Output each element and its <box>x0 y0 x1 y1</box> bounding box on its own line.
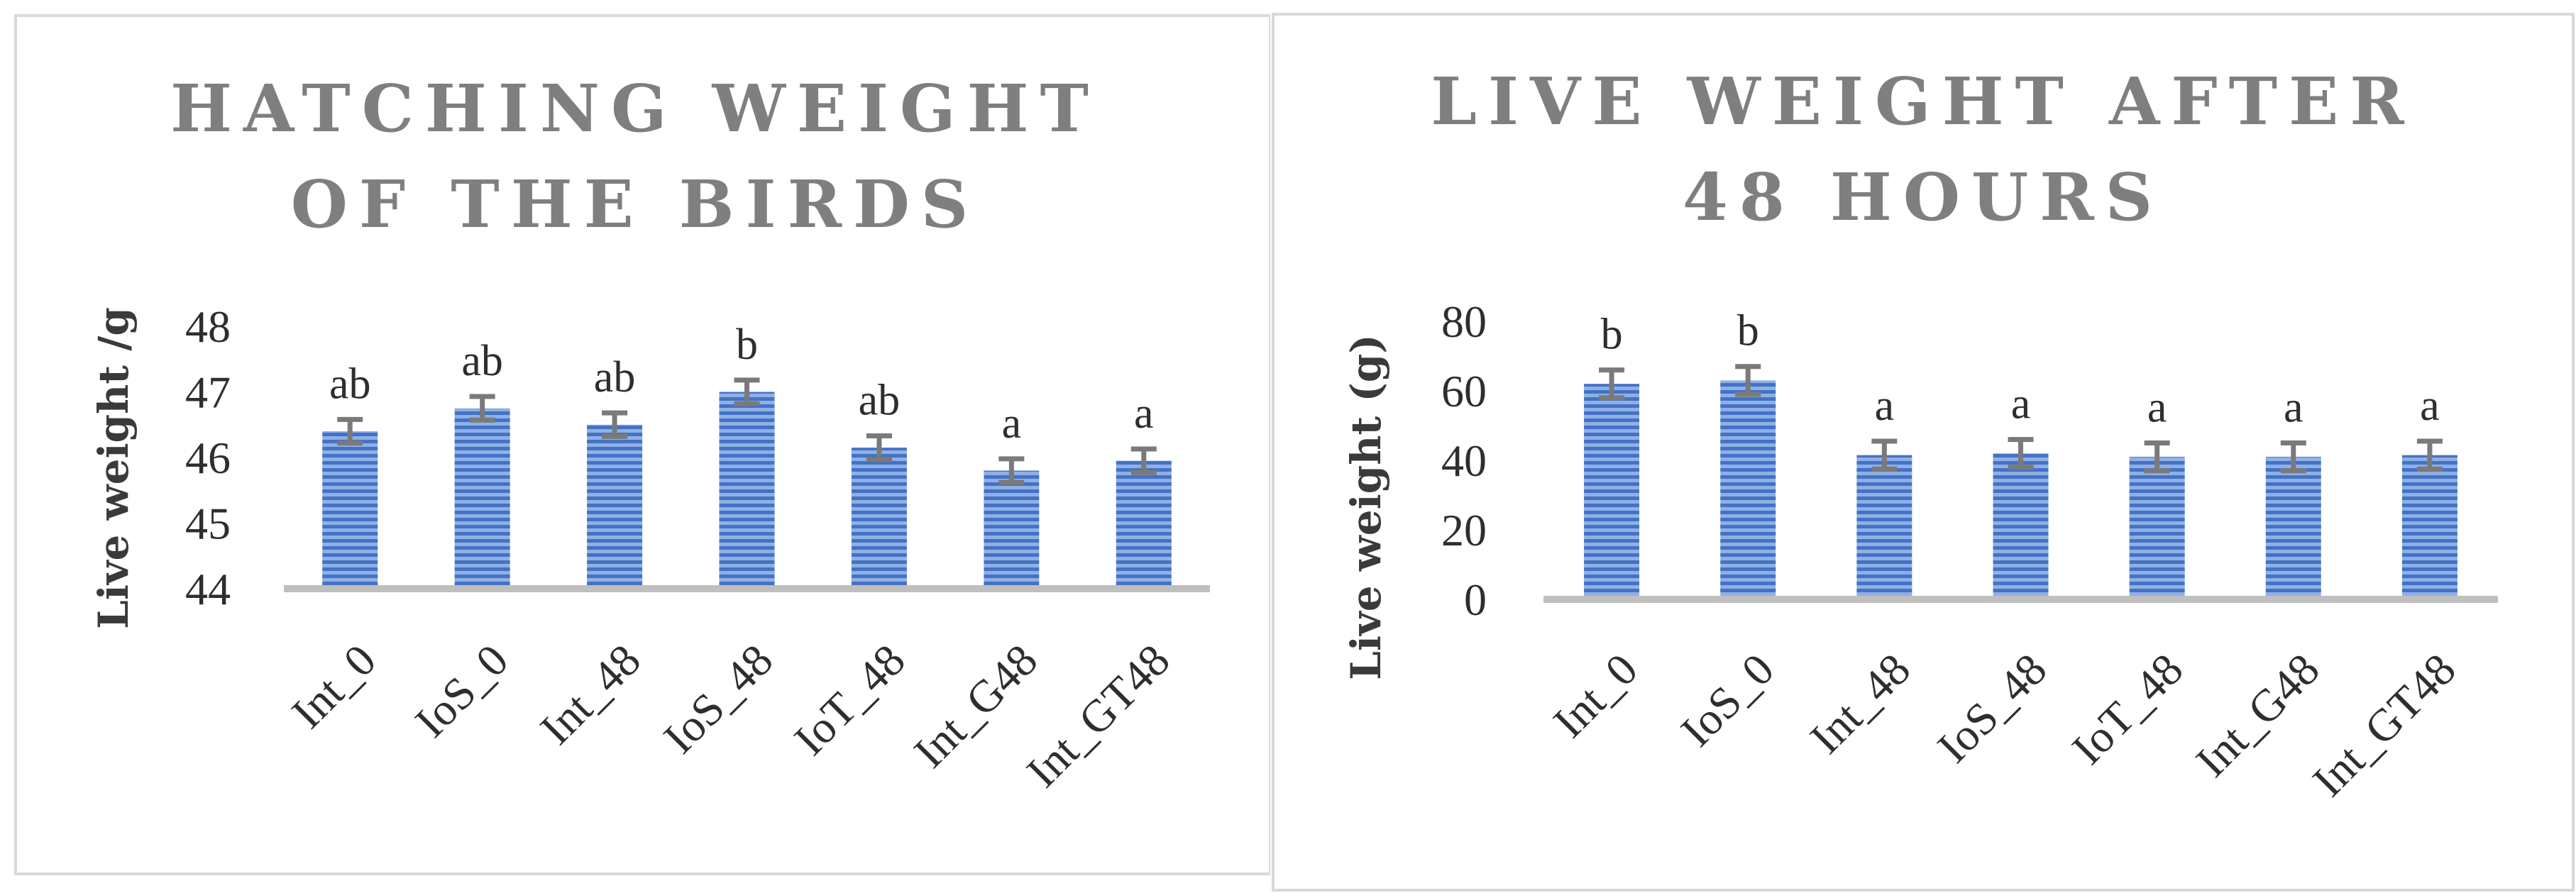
significance-label: a <box>1875 382 1895 430</box>
bar <box>1720 380 1776 599</box>
y-tick-label: 40 <box>1441 436 1487 486</box>
live-weight-48h-chart: LIVE WEIGHT AFTER 48 HOURS Live weight (g)… <box>1270 0 2576 893</box>
bar <box>851 448 907 589</box>
error-bar <box>998 456 1025 485</box>
error-bar <box>2416 438 2443 472</box>
error-bar <box>1130 446 1157 475</box>
error-bar <box>866 433 892 462</box>
y-axis-label: Live weight /g <box>89 307 138 629</box>
significance-label: a <box>2284 384 2303 432</box>
y-tick-label: 0 <box>1464 575 1487 625</box>
error-bar <box>1735 364 1761 397</box>
bar <box>984 470 1040 589</box>
bar <box>322 431 378 589</box>
bar <box>587 424 643 589</box>
significance-label: ab <box>859 376 901 424</box>
chart-title-line: OF THE BIRDS <box>291 166 980 243</box>
significance-label: ab <box>329 360 371 408</box>
y-tick-label: 20 <box>1441 505 1487 555</box>
y-axis-label: Live weight (g) <box>1342 334 1390 680</box>
y-tick-label: 80 <box>1441 296 1487 347</box>
bar <box>2129 457 2185 599</box>
bar <box>719 392 775 589</box>
chart-svg: HATCHING WEIGHT OF THE BIRDS Live weight /… <box>14 14 1270 875</box>
chart-frame <box>1272 13 2575 892</box>
significance-label: ab <box>461 337 503 385</box>
error-bar <box>2008 437 2034 470</box>
y-tick-label: 48 <box>185 301 231 352</box>
significance-label: a <box>1134 389 1154 438</box>
error-bar <box>1599 367 1625 401</box>
significance-label: a <box>2420 382 2440 430</box>
error-bar <box>1871 438 1898 472</box>
bar <box>454 408 510 589</box>
y-tick-label: 46 <box>185 433 231 483</box>
y-tick-label: 60 <box>1441 366 1487 416</box>
y-tick-label: 44 <box>185 564 231 614</box>
error-bar <box>734 377 760 406</box>
bar <box>1584 384 1640 599</box>
significance-label: b <box>736 321 758 369</box>
chart-title-line: HATCHING WEIGHT <box>170 70 1100 147</box>
error-bar <box>2144 440 2170 474</box>
bar <box>1116 460 1172 589</box>
hatching-weight-chart: HATCHING WEIGHT OF THE BIRDS Live weight /… <box>0 0 1270 876</box>
bar <box>1993 453 2049 599</box>
significance-label: a <box>1002 399 1022 448</box>
chart-frame <box>14 14 1270 875</box>
y-tick-label: 47 <box>185 367 231 418</box>
bar <box>2265 457 2321 599</box>
significance-label: b <box>1601 311 1623 359</box>
chart-title-line: 48 HOURS <box>1683 159 2164 235</box>
y-tick-label: 45 <box>185 499 231 549</box>
significance-label: a <box>2147 384 2167 432</box>
significance-label: ab <box>594 353 636 401</box>
error-bar <box>337 416 363 446</box>
bar <box>2401 455 2457 599</box>
bar <box>1856 455 1912 599</box>
chart-title-line: LIVE WEIGHT AFTER <box>1431 63 2415 140</box>
error-bar <box>2280 440 2306 474</box>
error-bar <box>602 410 628 439</box>
significance-label: b <box>1737 307 1759 355</box>
chart-svg: LIVE WEIGHT AFTER 48 HOURS Live weight (g)… <box>1272 13 2575 892</box>
significance-label: a <box>2011 380 2031 428</box>
error-bar <box>469 394 495 423</box>
